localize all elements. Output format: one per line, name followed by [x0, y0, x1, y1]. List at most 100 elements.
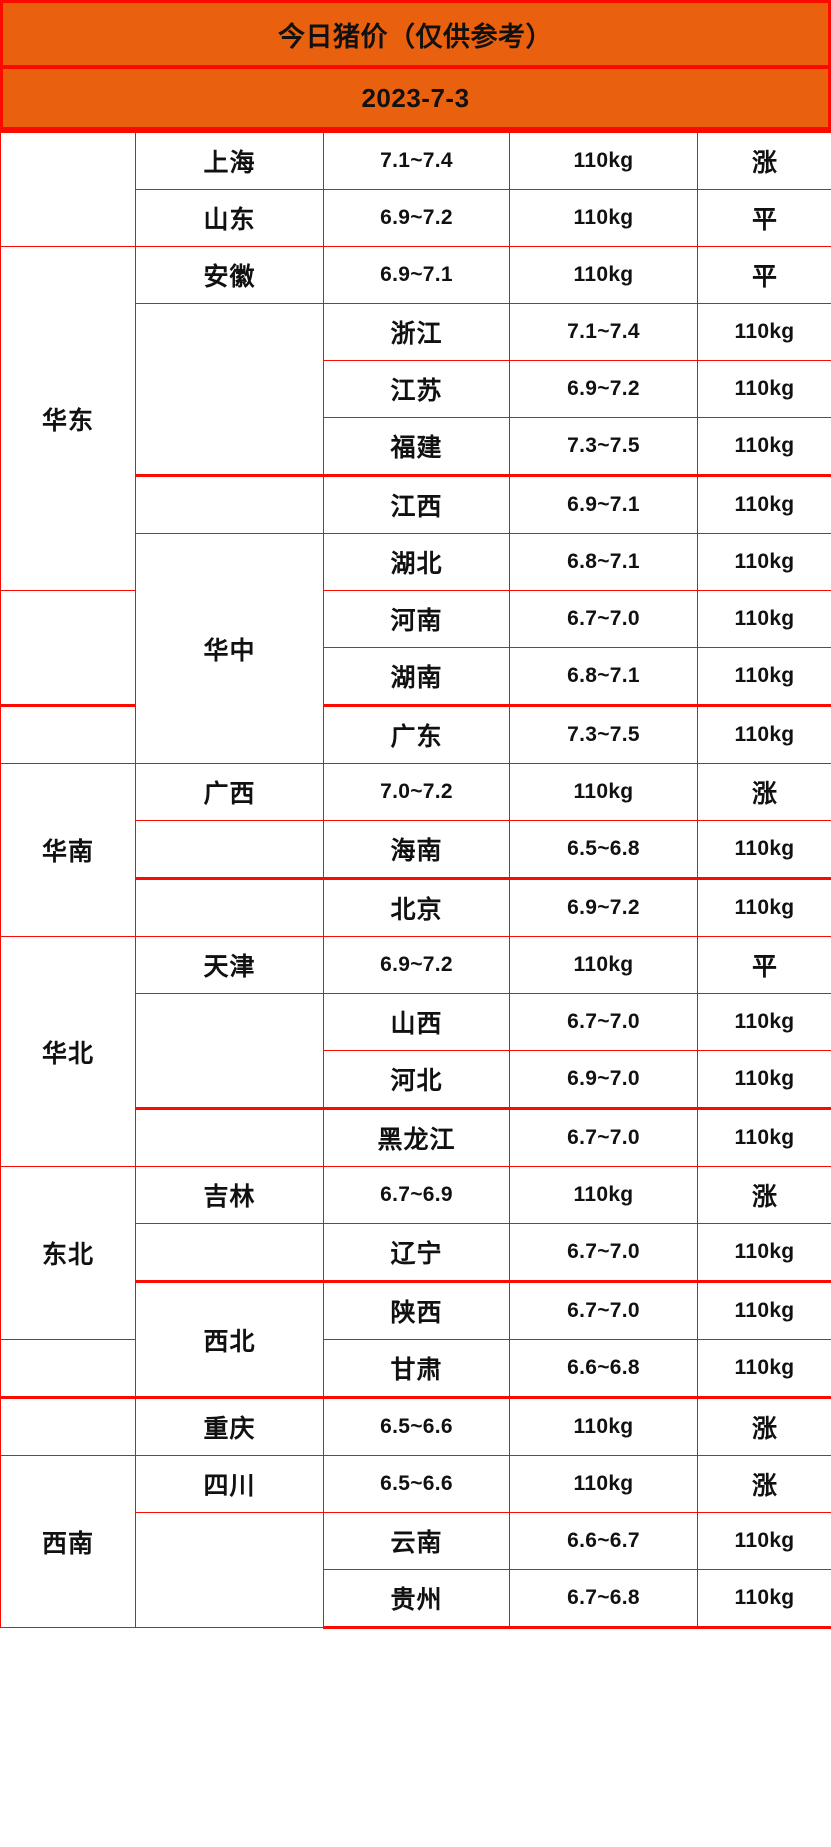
province-cell: 广东 [323, 704, 510, 764]
province-cell: 福建 [323, 417, 510, 476]
province-cell: 贵州 [323, 1569, 510, 1629]
page-title: 今日猪价（仅供参考） [0, 0, 831, 67]
province-cell: 安徽 [135, 246, 324, 304]
table-row: 山东 6.9~7.2 110kg 平 [1, 189, 831, 247]
weight-cell: 110kg [697, 1050, 831, 1109]
weight-cell: 110kg [697, 533, 831, 591]
province-cell: 河南 [323, 590, 510, 648]
weight-cell: 110kg [509, 1166, 698, 1224]
price-cell: 6.9~7.0 [509, 1050, 698, 1109]
province-cell: 吉林 [135, 1166, 324, 1224]
province-cell: 湖北 [323, 533, 510, 591]
table-row: 华北 天津 6.9~7.2 110kg 平 [0, 936, 831, 1167]
weight-cell: 110kg [509, 936, 698, 994]
table-row: 福建7.3~7.5110kg涨 [1, 417, 831, 476]
status-badge: 涨 [697, 763, 831, 821]
province-cell: 黑龙江 [323, 1107, 510, 1167]
region-cell-东北: 东北 [0, 1166, 136, 1340]
weight-cell: 110kg [697, 704, 831, 764]
weight-cell: 110kg [509, 1396, 698, 1456]
weight-cell: 110kg [697, 1569, 831, 1629]
province-cell: 广西 [135, 763, 324, 821]
weight-cell: 110kg [697, 1223, 831, 1282]
table-row: 西南 四川 6.5~6.6 110kg 涨 [0, 1455, 831, 1628]
province-cell: 天津 [135, 936, 324, 994]
weight-cell: 110kg [697, 820, 831, 879]
weight-cell: 110kg [697, 993, 831, 1051]
weight-cell: 110kg [697, 647, 831, 706]
weight-cell: 110kg [697, 1280, 831, 1340]
province-cell: 上海 [135, 130, 324, 190]
table-row: 湖南6.8~7.1110kg涨 [1, 647, 831, 706]
weight-cell: 110kg [509, 130, 698, 190]
table-row: 河北6.9~7.0110kg涨 [1, 1050, 831, 1109]
price-cell: 6.6~6.7 [509, 1512, 698, 1570]
table-row: 河南6.7~7.0110kg涨 [0, 590, 831, 706]
province-cell: 浙江 [323, 303, 510, 361]
region-cell-spacer [135, 474, 324, 534]
region-cell-华北: 华北 [0, 936, 136, 1167]
region-cell-spacer [135, 877, 324, 937]
table-row: 东北 吉林 6.7~6.9 110kg 涨 [0, 1166, 831, 1340]
weight-cell: 110kg [697, 1512, 831, 1570]
table-row: 重庆 6.5~6.6 110kg 涨 [0, 1396, 831, 1456]
date-subheader: 2023-7-3 [0, 67, 831, 130]
province-cell: 重庆 [135, 1396, 324, 1456]
price-cell: 6.8~7.1 [509, 533, 698, 591]
region-cell-spacer [135, 1107, 324, 1167]
region-cell-spacer [135, 1512, 324, 1628]
region-cell-spacer [0, 704, 136, 764]
weight-cell: 110kg [509, 246, 698, 304]
table-row: 贵州6.7~6.8110kg涨 [1, 1569, 831, 1629]
price-cell: 6.5~6.8 [509, 820, 698, 879]
price-cell: 6.7~6.8 [509, 1569, 698, 1629]
province-cell: 江西 [323, 474, 510, 534]
weight-cell: 110kg [509, 189, 698, 247]
province-cell: 山西 [323, 993, 510, 1051]
table-row: 上海 7.1~7.4 110kg 涨 [0, 130, 831, 247]
price-cell: 6.6~6.8 [509, 1339, 698, 1398]
price-table: 上海 7.1~7.4 110kg 涨山东 6.9~7.2 110kg 平华东 安徽 6.9~7.… [0, 130, 831, 1629]
province-cell: 四川 [135, 1455, 324, 1513]
province-cell: 甘肃 [323, 1339, 510, 1398]
weight-cell: 110kg [697, 303, 831, 361]
table-row: 云南6.6~6.7110kg涨 [1, 1512, 831, 1628]
region-cell-西南: 西南 [0, 1455, 136, 1628]
price-cell: 7.3~7.5 [509, 417, 698, 476]
weight-cell: 110kg [697, 474, 831, 534]
region-cell-华中: 华中 [135, 533, 324, 764]
price-cell: 6.7~7.0 [509, 1223, 698, 1282]
price-cell: 6.7~7.0 [509, 1107, 698, 1167]
price-cell: 6.7~7.0 [509, 993, 698, 1051]
table-row: 广东7.3~7.5110kg涨 [0, 704, 831, 764]
price-cell: 7.0~7.2 [323, 763, 510, 821]
region-cell-spacer [135, 1223, 324, 1282]
price-cell: 6.9~7.2 [509, 360, 698, 418]
province-cell: 河北 [323, 1050, 510, 1109]
price-cell: 6.9~7.1 [323, 246, 510, 304]
province-cell: 江苏 [323, 360, 510, 418]
region-cell-西北: 西北 [135, 1280, 324, 1398]
status-badge: 平 [697, 936, 831, 994]
province-cell: 海南 [323, 820, 510, 879]
region-cell-华南: 华南 [0, 763, 136, 937]
table-row: 海南6.5~6.8110kg平 [1, 820, 831, 879]
status-badge: 涨 [697, 130, 831, 190]
price-cell: 6.9~7.2 [323, 936, 510, 994]
price-cell: 7.1~7.4 [323, 130, 510, 190]
weight-cell: 110kg [697, 417, 831, 476]
weight-cell: 110kg [697, 877, 831, 937]
status-badge: 涨 [697, 1455, 831, 1513]
weight-cell: 110kg [697, 360, 831, 418]
weight-cell: 110kg [509, 763, 698, 821]
price-cell: 6.9~7.2 [509, 877, 698, 937]
table-row: 辽宁6.7~7.0110kg涨 [1, 1223, 831, 1282]
region-cell-spacer [0, 1396, 136, 1456]
province-cell: 辽宁 [323, 1223, 510, 1282]
price-cell: 7.3~7.5 [509, 704, 698, 764]
price-cell: 6.7~6.9 [323, 1166, 510, 1224]
price-cell: 6.5~6.6 [323, 1396, 510, 1456]
price-cell: 6.7~7.0 [509, 590, 698, 648]
